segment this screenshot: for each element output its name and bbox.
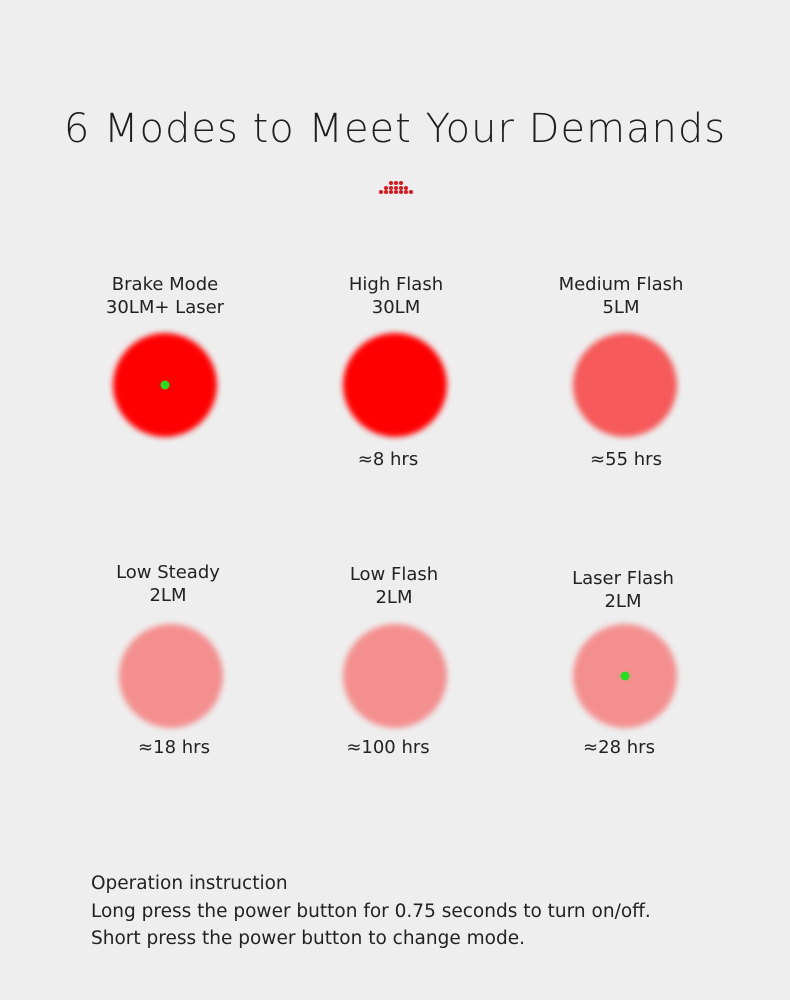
mode-output: 30LM+ Laser [105, 297, 225, 318]
mode-name: High Flash [348, 274, 444, 295]
mode-output: 5LM [602, 297, 640, 318]
dot-icon [383, 185, 388, 190]
dot-icon [403, 185, 408, 190]
lamp-glow [343, 624, 447, 728]
lamp-low-steady-icon [119, 624, 223, 728]
mode-runtime: ≈55 hrs [590, 449, 662, 470]
instruction-line: Long press the power button for 0.75 sec… [91, 900, 651, 922]
laser-dot-icon [620, 671, 630, 681]
mode-name: Low Flash [349, 564, 439, 585]
mode-output: 2LM [604, 591, 642, 612]
mode-runtime: ≈18 hrs [138, 737, 210, 758]
lamp-glow [119, 624, 223, 728]
mode-high-flash-label: High Flash 30LM [296, 273, 496, 319]
dot-icon [388, 190, 393, 194]
dot-icon [403, 190, 408, 194]
instruction-line: Short press the power button to change m… [91, 928, 525, 949]
dot-icon [393, 185, 398, 190]
dot-icon [388, 185, 393, 190]
mode-runtime: ≈8 hrs [357, 449, 419, 470]
dot-icon [398, 181, 403, 185]
lamp-brake-icon [113, 333, 217, 437]
operation-instructions: Operation instruction Long press the pow… [91, 870, 651, 953]
dot-icon [393, 190, 398, 194]
dot-icon [388, 181, 393, 185]
mode-name: Low Steady [116, 562, 220, 583]
page-title: 6 Modes to Meet Your Demands [63, 106, 727, 152]
dot-icon [408, 190, 413, 194]
mode-runtime: ≈28 hrs [583, 737, 655, 758]
dot-icon [383, 190, 388, 194]
mode-runtime: ≈100 hrs [346, 737, 430, 758]
lamp-glow [573, 333, 677, 437]
decorative-dots-icon [378, 181, 414, 195]
mode-output: 30LM [371, 297, 421, 318]
mode-laser-flash-label: Laser Flash 2LM [523, 567, 723, 613]
dot-icon [398, 185, 403, 190]
instructions-heading: Operation instruction [91, 873, 288, 894]
lamp-glow [343, 333, 447, 437]
lamp-medium-flash-icon [573, 333, 677, 437]
mode-medium-flash-label: Medium Flash 5LM [521, 273, 721, 319]
mode-brake-label: Brake Mode 30LM+ Laser [65, 273, 265, 319]
mode-output: 2LM [375, 587, 413, 608]
mode-low-steady-label: Low Steady 2LM [68, 561, 268, 607]
mode-name: Brake Mode [111, 274, 219, 295]
mode-name: Laser Flash [572, 568, 674, 589]
dot-icon [393, 181, 398, 185]
mode-name: Medium Flash [558, 274, 684, 295]
dot-icon [398, 190, 403, 194]
dot-icon [378, 190, 383, 194]
lamp-high-flash-icon [343, 333, 447, 437]
lamp-low-flash-icon [343, 624, 447, 728]
mode-low-flash-label: Low Flash 2LM [294, 563, 494, 609]
mode-output: 2LM [149, 585, 187, 606]
lamp-laser-flash-icon [573, 624, 677, 728]
laser-dot-icon [160, 380, 170, 390]
